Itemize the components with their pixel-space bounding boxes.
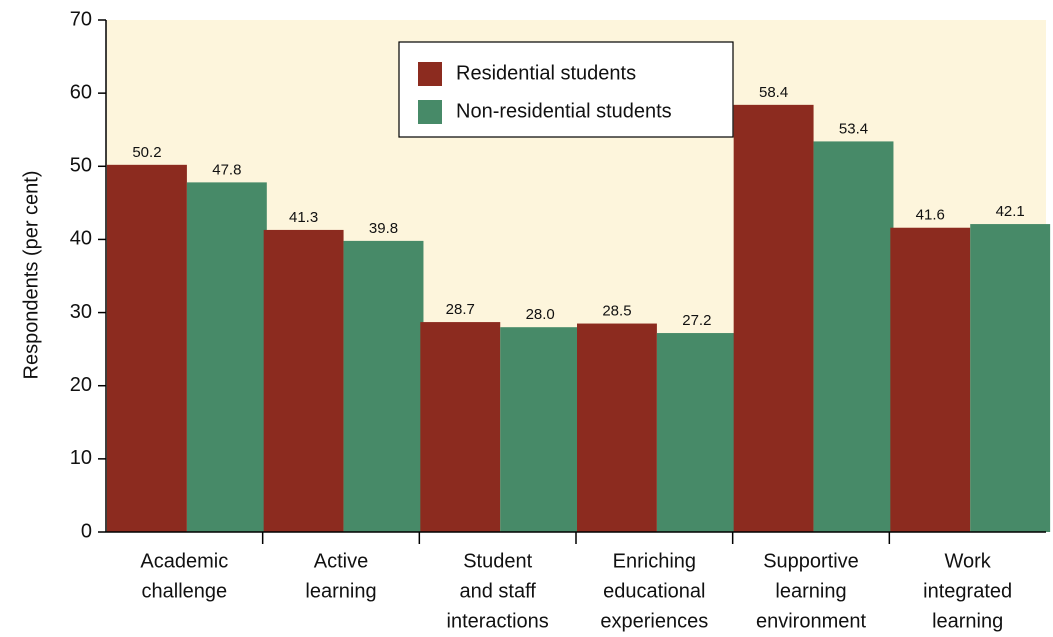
data-label: 28.7: [446, 301, 475, 318]
data-label: 53.4: [839, 120, 868, 137]
y-tick-label: 60: [70, 81, 92, 103]
y-tick-label: 30: [70, 301, 92, 323]
data-label: 41.6: [916, 207, 945, 224]
legend-label: Non-residential students: [456, 100, 672, 122]
x-tick-label: experiences: [600, 610, 708, 632]
y-axis-label: Respondents (per cent): [20, 170, 42, 379]
bar: [577, 323, 657, 532]
x-tick-label: learning: [932, 610, 1003, 632]
x-tick-label: Supportive: [763, 550, 859, 572]
x-tick-label: Active: [314, 550, 368, 572]
x-tick-label: Academic: [140, 550, 228, 572]
x-tick-label: Enriching: [613, 550, 696, 572]
data-label: 50.2: [132, 144, 161, 161]
y-tick-label: 70: [70, 8, 92, 30]
data-label: 47.8: [212, 161, 241, 178]
x-tick-label: integrated: [923, 580, 1012, 602]
x-tick-label: learning: [775, 580, 846, 602]
x-tick-label: Work: [945, 550, 992, 572]
x-tick-label: educational: [603, 580, 705, 602]
y-tick-label: 10: [70, 447, 92, 469]
bar: [890, 227, 971, 532]
bar: [733, 104, 814, 533]
bar: [656, 333, 737, 532]
x-tick-label: Student: [463, 550, 532, 572]
y-tick-label: 40: [70, 228, 92, 250]
bar: [970, 224, 1051, 532]
bar: [813, 141, 894, 532]
bar: [420, 322, 501, 532]
data-label: 39.8: [369, 220, 398, 237]
legend-box: [398, 41, 734, 138]
bar: [263, 229, 344, 533]
x-tick-label: and staff: [459, 580, 536, 602]
x-tick-label: challenge: [142, 580, 228, 602]
data-label: 58.4: [759, 84, 788, 101]
legend-swatch: [418, 100, 442, 124]
data-label: 28.5: [602, 303, 631, 320]
data-label: 28.0: [526, 306, 555, 323]
y-tick-label: 20: [70, 374, 92, 396]
legend-swatch: [418, 62, 442, 86]
data-label: 41.3: [289, 209, 318, 226]
y-tick-label: 0: [81, 520, 92, 542]
legend-label: Residential students: [456, 62, 636, 84]
x-tick-label: interactions: [447, 610, 549, 632]
bar: [343, 240, 424, 533]
x-tick-label: learning: [305, 580, 376, 602]
data-label: 42.1: [996, 203, 1025, 220]
bar: [107, 164, 187, 532]
bar: [500, 327, 581, 532]
bar: [186, 182, 267, 532]
data-label: 27.2: [682, 312, 711, 329]
y-tick-label: 50: [70, 155, 92, 177]
x-tick-label: environment: [756, 610, 867, 632]
